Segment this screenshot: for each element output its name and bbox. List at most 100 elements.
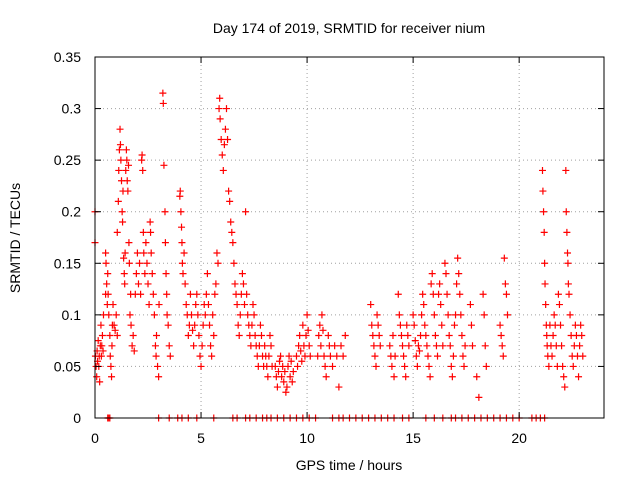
y-tick-label: 0.2 — [62, 204, 82, 220]
data-point — [321, 362, 329, 370]
data-point — [577, 321, 585, 329]
data-point — [184, 331, 192, 339]
data-point — [554, 290, 562, 298]
data-point — [138, 151, 146, 159]
data-point — [154, 362, 162, 370]
y-tick-label: 0.25 — [54, 152, 81, 168]
data-point — [299, 321, 307, 329]
data-point — [97, 352, 105, 360]
data-point — [315, 331, 323, 339]
data-point — [120, 254, 128, 262]
data-point — [302, 331, 310, 339]
data-point — [107, 362, 115, 370]
data-point — [394, 290, 402, 298]
data-point — [278, 373, 286, 381]
data-point — [578, 331, 586, 339]
data-point — [151, 342, 159, 350]
data-point — [296, 331, 304, 339]
data-point — [566, 311, 574, 319]
data-point — [559, 362, 567, 370]
data-point — [436, 280, 444, 288]
data-point — [386, 342, 394, 350]
data-point — [435, 290, 443, 298]
data-point — [389, 331, 397, 339]
data-point — [153, 331, 161, 339]
data-point — [539, 187, 547, 195]
y-tick-label: 0 — [73, 410, 81, 426]
data-point — [136, 259, 144, 267]
data-point — [438, 321, 446, 329]
data-point — [288, 378, 296, 386]
data-point — [314, 352, 322, 360]
data-point — [575, 373, 583, 381]
points-layer — [91, 89, 587, 422]
data-point — [482, 362, 490, 370]
data-point — [276, 357, 284, 365]
data-point — [457, 311, 465, 319]
data-point — [543, 331, 551, 339]
data-point — [122, 146, 130, 154]
data-point — [144, 280, 152, 288]
data-point — [319, 326, 327, 334]
data-point — [287, 357, 295, 365]
data-point — [104, 290, 112, 298]
data-point — [541, 280, 549, 288]
data-point — [191, 321, 199, 329]
data-point — [281, 368, 289, 376]
data-point — [432, 342, 440, 350]
data-point — [129, 331, 137, 339]
data-point — [235, 331, 243, 339]
data-point — [305, 342, 313, 350]
data-point — [411, 337, 419, 345]
data-point — [265, 352, 273, 360]
data-point — [540, 228, 548, 236]
data-point — [441, 259, 449, 267]
data-point — [96, 378, 104, 386]
data-point — [422, 331, 430, 339]
y-tick-label: 0.05 — [54, 358, 81, 374]
data-point — [209, 311, 217, 319]
data-point — [109, 301, 117, 309]
data-point — [155, 301, 163, 309]
data-point — [126, 311, 134, 319]
data-point — [420, 301, 428, 309]
data-point — [147, 228, 155, 236]
data-point — [93, 373, 101, 381]
data-point — [405, 342, 413, 350]
frame-layer — [94, 56, 605, 419]
data-point — [549, 331, 557, 339]
grid-layer — [95, 56, 604, 418]
data-point — [426, 373, 434, 381]
data-point — [132, 270, 140, 278]
data-point — [564, 249, 572, 257]
data-point — [162, 270, 170, 278]
data-point — [557, 321, 565, 329]
data-point — [181, 280, 189, 288]
data-point — [210, 331, 218, 339]
data-point — [119, 218, 127, 226]
data-point — [123, 177, 131, 185]
y-tick-label: 0.3 — [62, 101, 82, 117]
data-point — [234, 321, 242, 329]
data-point — [414, 342, 422, 350]
data-point — [94, 337, 102, 345]
data-point — [165, 342, 173, 350]
data-point — [318, 311, 326, 319]
data-point — [395, 311, 403, 319]
data-point — [298, 357, 306, 365]
data-point — [150, 311, 158, 319]
data-point — [410, 321, 418, 329]
data-point — [469, 342, 477, 350]
data-point — [445, 331, 453, 339]
data-point — [337, 342, 345, 350]
data-point — [176, 187, 184, 195]
data-point — [498, 342, 506, 350]
data-point — [212, 280, 220, 288]
data-point — [403, 321, 411, 329]
data-point — [117, 156, 125, 164]
data-point — [421, 321, 429, 329]
data-point — [479, 290, 487, 298]
data-point — [341, 331, 349, 339]
y-tick-label: 0.15 — [54, 255, 81, 271]
